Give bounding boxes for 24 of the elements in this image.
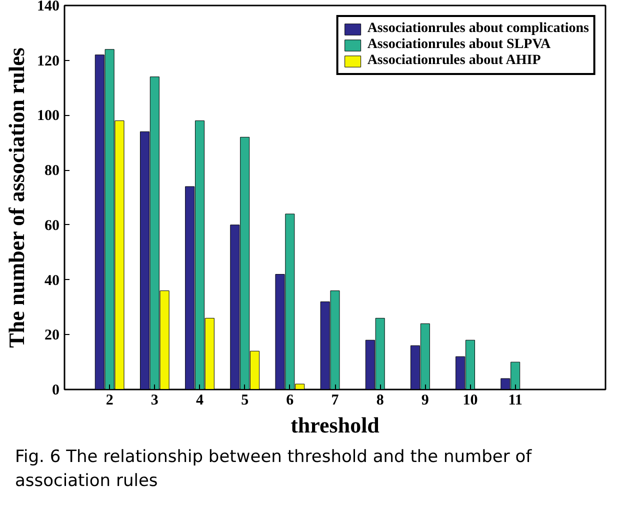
y-tick-label: 140: [37, 0, 60, 14]
caption: Fig. 6 The relationship between threshold and the number of association rules: [14, 446, 533, 494]
x-tick-label: 5: [241, 392, 249, 408]
x-tick-label: 8: [376, 392, 384, 408]
x-tick-label: 3: [150, 392, 158, 408]
x-tick-label: 9: [421, 392, 429, 408]
x-axis-title: threshold: [290, 412, 380, 438]
legend-label: Associationrules about SLPVA: [367, 37, 551, 53]
y-tick-label: 80: [44, 163, 60, 180]
x-tick-label: 10: [462, 392, 478, 408]
y-tick-label: 40: [44, 272, 60, 289]
y-tick-label: 120: [37, 53, 60, 70]
y-tick-label: 20: [44, 328, 60, 344]
x-tick-label: 7: [331, 392, 340, 408]
y-axis-title: The number of association rules: [4, 47, 29, 348]
y-tick-label: 100: [37, 108, 60, 124]
legend-label: Associationrules about complications: [367, 21, 589, 37]
y-tick-label: 0: [52, 382, 60, 398]
x-tick-label: 2: [106, 392, 114, 408]
x-tick-label: 4: [196, 392, 204, 408]
x-tick-label: 6: [286, 392, 294, 408]
y-tick-label: 60: [44, 218, 60, 234]
legend-label: Associationrules about AHIP: [367, 53, 541, 69]
x-tick-label: 11: [508, 392, 522, 408]
